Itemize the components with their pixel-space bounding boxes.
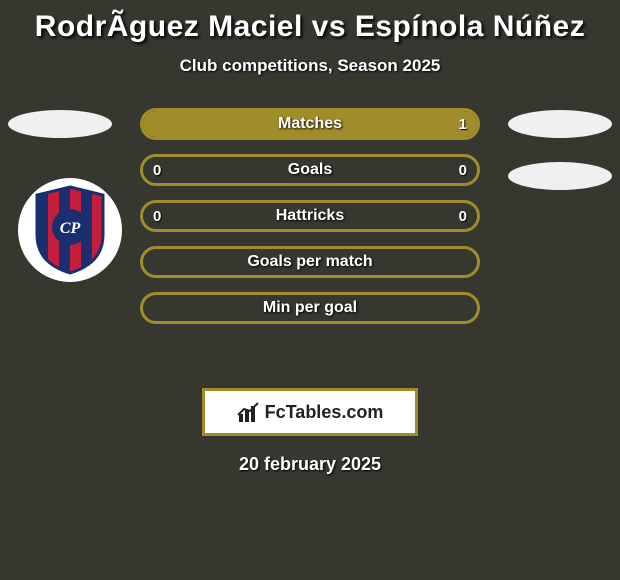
stat-row: Matches 1 — [140, 108, 480, 140]
stat-row: Min per goal — [140, 292, 480, 324]
stat-value-left: 0 — [153, 162, 161, 179]
player-right-avatar — [508, 110, 612, 138]
player-left-column: CP — [0, 108, 120, 282]
page-title: RodrÃ­guez Maciel vs Espínola Núñez — [0, 0, 620, 44]
stat-row: Goals per match — [140, 246, 480, 278]
stat-label: Hattricks — [276, 207, 344, 225]
stat-value-right: 0 — [459, 208, 467, 225]
stat-label: Goals per match — [247, 253, 372, 271]
player-right-column — [490, 108, 620, 190]
brand-box: FcTables.com — [202, 388, 418, 436]
player-right-club-placeholder — [508, 162, 612, 190]
svg-text:CP: CP — [60, 220, 81, 237]
stat-row: 0 Hattricks 0 — [140, 200, 480, 232]
club-shield-icon: CP — [31, 185, 109, 275]
player-left-avatar — [8, 110, 112, 138]
stat-value-right: 1 — [459, 116, 467, 133]
stat-label: Matches — [278, 115, 342, 133]
subtitle: Club competitions, Season 2025 — [0, 56, 620, 76]
stat-value-right: 0 — [459, 162, 467, 179]
bar-chart-icon — [237, 400, 261, 424]
stat-label: Goals — [288, 161, 332, 179]
stats-list: Matches 1 0 Goals 0 0 Hattricks 0 Goals per matc… — [140, 108, 480, 338]
stat-row: 0 Goals 0 — [140, 154, 480, 186]
date-label: 20 february 2025 — [0, 454, 620, 475]
player-left-club-badge: CP — [18, 178, 122, 282]
brand-text: FcTables.com — [265, 402, 384, 423]
stat-value-left: 0 — [153, 208, 161, 225]
comparison-panel: CP Matches 1 0 Goals 0 0 Hattricks 0 Goals per m… — [0, 108, 620, 388]
stat-label: Min per goal — [263, 299, 357, 317]
